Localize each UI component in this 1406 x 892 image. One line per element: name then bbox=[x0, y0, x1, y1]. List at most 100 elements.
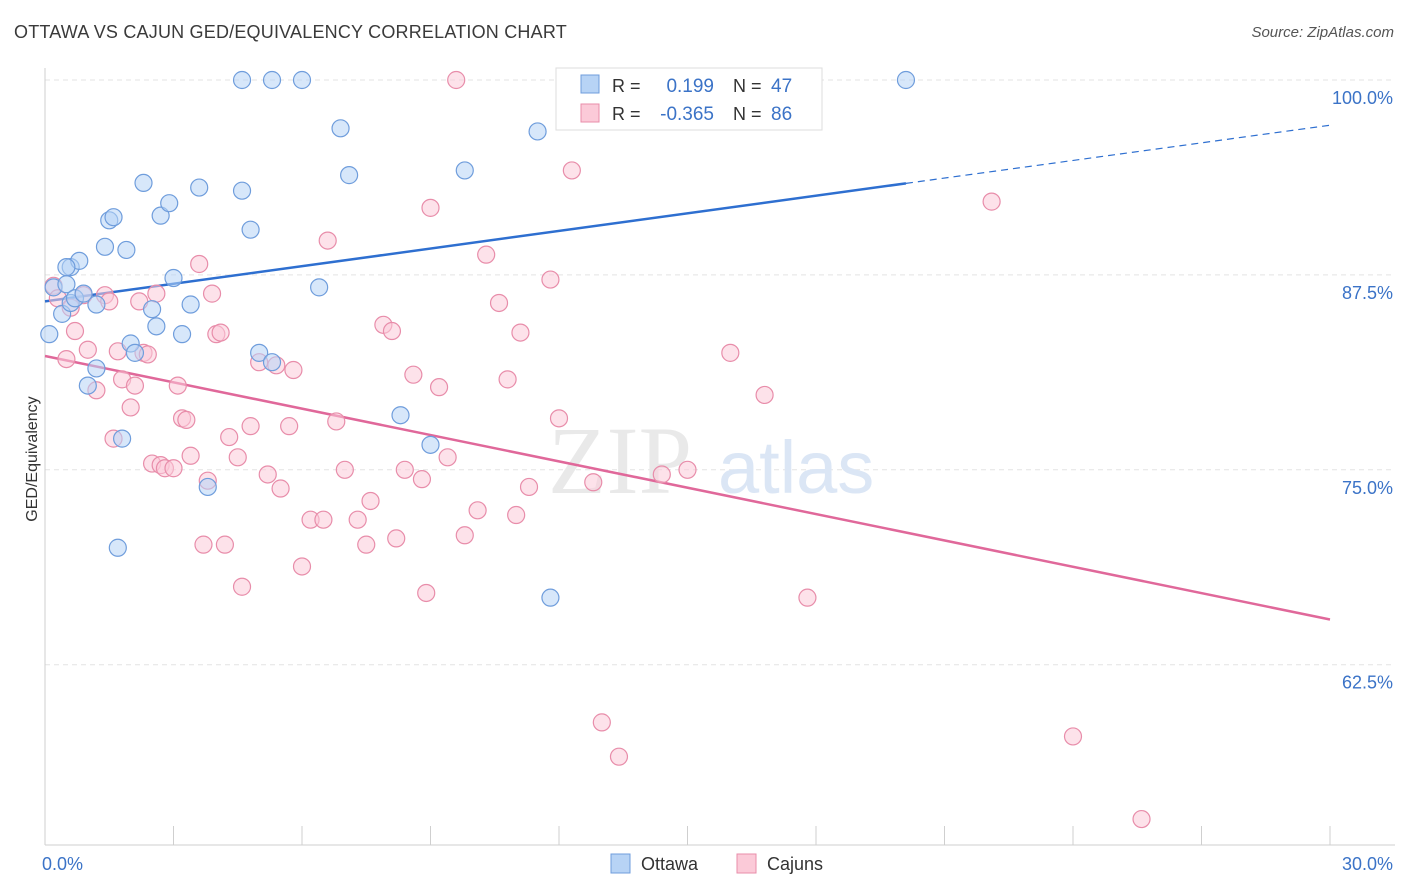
cajuns-point-25 bbox=[177, 410, 196, 430]
cajuns-point-63 bbox=[447, 70, 466, 90]
cajuns-point-23 bbox=[168, 376, 187, 395]
ottawa-point-44 bbox=[541, 588, 560, 607]
ottawa-point-15 bbox=[108, 538, 127, 557]
legend-label-ottawa: Ottawa bbox=[641, 854, 699, 874]
cajuns-point-36 bbox=[232, 577, 252, 596]
cajuns-point-74 bbox=[562, 161, 581, 180]
ottawa-point-8 bbox=[74, 284, 93, 303]
cajuns-point-57 bbox=[404, 365, 423, 384]
series-legend: Ottawa Cajuns bbox=[610, 853, 823, 874]
cajuns-point-60 bbox=[421, 198, 440, 217]
cajuns-point-70 bbox=[511, 323, 530, 342]
ottawa-point-30 bbox=[232, 70, 252, 90]
ottawa-point-33 bbox=[250, 343, 269, 362]
cajuns-point-73 bbox=[549, 409, 569, 428]
cajuns-point-58 bbox=[412, 470, 432, 489]
cajuns-point-81 bbox=[755, 385, 774, 405]
ottawa-point-36 bbox=[292, 70, 312, 90]
cajuns-point-79 bbox=[678, 460, 697, 479]
cajuns-point-43 bbox=[284, 360, 303, 380]
stats-n-label-ottawa: N = bbox=[733, 76, 762, 96]
y-tick-label-2: 75.0% bbox=[1342, 478, 1393, 498]
cajuns-point-27 bbox=[190, 254, 209, 274]
cajuns-point-68 bbox=[498, 370, 517, 389]
ottawa-point-32 bbox=[241, 220, 260, 239]
stats-r-label-ottawa: R = bbox=[612, 76, 641, 96]
cajuns-point-30 bbox=[202, 284, 222, 303]
watermark: ZIP atlas bbox=[548, 407, 874, 514]
cajuns-point-71 bbox=[519, 477, 539, 497]
cajuns-point-28 bbox=[194, 535, 213, 554]
x-tick-label-0: 0.0% bbox=[42, 854, 83, 874]
ottawa-point-29 bbox=[198, 477, 217, 497]
trendline-ottawa-dashed bbox=[905, 124, 1331, 184]
cajuns-point-72 bbox=[541, 270, 560, 289]
ottawa-point-9 bbox=[78, 376, 97, 395]
cajuns-point-52 bbox=[361, 491, 380, 511]
ottawa-point-12 bbox=[95, 237, 115, 256]
ottawa-point-31 bbox=[232, 181, 252, 200]
ottawa-point-41 bbox=[421, 435, 440, 454]
cajuns-point-61 bbox=[429, 378, 449, 397]
trendlines bbox=[44, 124, 1331, 621]
cajuns-point-22 bbox=[164, 459, 183, 478]
cajuns-point-67 bbox=[489, 293, 509, 313]
cajuns-point-84 bbox=[1063, 727, 1083, 746]
watermark-atlas: atlas bbox=[718, 426, 874, 509]
ottawa-point-39 bbox=[340, 166, 359, 185]
tick-labels: 100.0% 87.5% 75.0% 62.5% 0.0% 30.0% bbox=[42, 88, 1393, 874]
ottawa-point-23 bbox=[151, 206, 170, 225]
ottawa-point-22 bbox=[147, 317, 166, 336]
cajuns-point-59 bbox=[417, 583, 436, 603]
cajuns-point-54 bbox=[382, 321, 402, 341]
cajuns-point-85 bbox=[1132, 809, 1151, 829]
legend-swatch-ottawa bbox=[610, 853, 631, 874]
grid-lines bbox=[45, 79, 1395, 666]
ottawa-point-26 bbox=[172, 325, 192, 344]
ottawa-point-46 bbox=[57, 258, 76, 277]
stats-n-value-cajuns: 86 bbox=[771, 104, 792, 125]
cajuns-point-44 bbox=[292, 557, 312, 576]
x-tick-label-1: 30.0% bbox=[1342, 854, 1393, 874]
ottawa-point-25 bbox=[164, 268, 183, 288]
stats-legend-swatch-cajuns bbox=[580, 103, 600, 123]
cajuns-point-78 bbox=[652, 465, 671, 484]
cajuns-point-13 bbox=[121, 398, 140, 417]
cajuns-point-65 bbox=[468, 501, 487, 520]
ottawa-points bbox=[40, 70, 916, 607]
cajuns-point-33 bbox=[215, 535, 234, 554]
cajuns-point-50 bbox=[348, 510, 367, 529]
legend-label-cajuns: Cajuns bbox=[767, 854, 823, 874]
stats-r-value-ottawa: 0.199 bbox=[666, 76, 714, 97]
cajuns-point-39 bbox=[258, 465, 277, 484]
cajuns-point-77 bbox=[609, 747, 629, 766]
cajuns-point-2 bbox=[57, 349, 76, 369]
cajuns-point-80 bbox=[721, 343, 740, 362]
stats-r-label-cajuns: R = bbox=[612, 104, 641, 124]
stats-legend-swatch-ottawa bbox=[580, 74, 600, 94]
cajuns-point-4 bbox=[65, 321, 85, 341]
legend-swatch-cajuns bbox=[736, 853, 757, 874]
ottawa-point-20 bbox=[134, 173, 153, 193]
stats-n-value-ottawa: 47 bbox=[771, 76, 792, 97]
cajuns-point-64 bbox=[455, 526, 474, 545]
source-label: Source: ZipAtlas.com bbox=[1251, 24, 1394, 41]
ottawa-point-14 bbox=[104, 208, 123, 227]
cajuns-point-19 bbox=[147, 284, 166, 303]
stats-legend-box bbox=[555, 67, 823, 131]
ottawa-point-21 bbox=[142, 300, 162, 319]
ottawa-point-10 bbox=[87, 359, 106, 378]
cajuns-point-41 bbox=[271, 479, 290, 498]
watermark-zip: ZIP bbox=[548, 407, 692, 514]
cajuns-point-6 bbox=[78, 340, 97, 359]
ottawa-point-28 bbox=[190, 178, 209, 197]
ottawa-point-27 bbox=[181, 295, 200, 314]
ottawa-point-34 bbox=[262, 70, 282, 90]
ottawa-point-19 bbox=[125, 343, 145, 362]
ottawa-point-43 bbox=[528, 122, 547, 141]
cajuns-point-66 bbox=[477, 245, 496, 264]
ottawa-point-11 bbox=[87, 295, 106, 314]
y-tick-label-3: 62.5% bbox=[1342, 673, 1393, 693]
stats-n-label-cajuns: N = bbox=[733, 104, 762, 124]
